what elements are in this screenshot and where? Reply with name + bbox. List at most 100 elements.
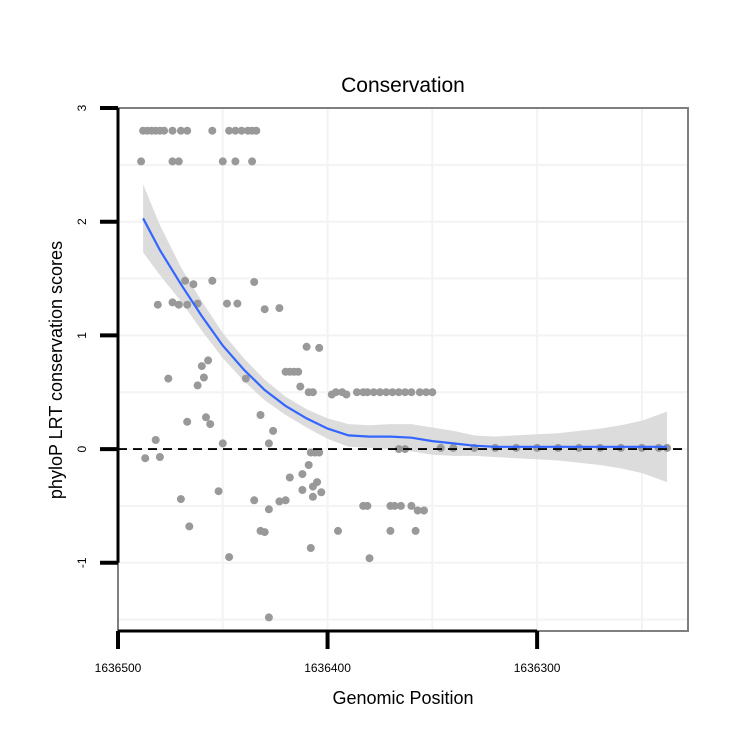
- data-point: [208, 276, 217, 285]
- data-point: [342, 390, 351, 399]
- data-point: [189, 280, 198, 289]
- data-point: [214, 487, 223, 496]
- data-point: [428, 388, 437, 397]
- data-point: [237, 126, 246, 135]
- data-point: [264, 505, 273, 514]
- data-point: [248, 157, 257, 166]
- data-point: [176, 495, 185, 504]
- smooth-line: [142, 217, 667, 448]
- data-point: [168, 126, 177, 135]
- data-point: [241, 374, 250, 383]
- data-point: [281, 496, 290, 505]
- confidence-band: [143, 184, 668, 483]
- data-point: [174, 157, 183, 166]
- x-axis: 1636500 1636400 1636300: [95, 629, 561, 675]
- data-point: [394, 445, 403, 454]
- data-point: [153, 300, 162, 309]
- data-point: [250, 278, 259, 286]
- chart-title: Conservation: [341, 74, 465, 97]
- data-point: [285, 473, 294, 482]
- data-point: [141, 454, 150, 463]
- data-point: [231, 126, 240, 135]
- data-point: [369, 388, 378, 397]
- y-tick-label: 2: [75, 218, 89, 225]
- data-point: [269, 426, 278, 435]
- data-point: [218, 157, 227, 166]
- data-point: [411, 526, 420, 535]
- data-point: [202, 413, 210, 422]
- data-point: [225, 126, 234, 135]
- data-point: [298, 470, 307, 479]
- data-point: [315, 448, 324, 457]
- data-point: [176, 126, 185, 135]
- data-point: [308, 482, 317, 491]
- data-point: [264, 613, 273, 622]
- y-tick-label: 0: [75, 445, 89, 452]
- data-point: [365, 554, 374, 563]
- data-point: [308, 388, 317, 397]
- data-point: [420, 506, 428, 515]
- data-point: [375, 388, 384, 397]
- data-point: [394, 388, 403, 397]
- y-tick-label: 1: [75, 332, 89, 339]
- y-tick-label: -1: [75, 557, 89, 568]
- data-point: [256, 526, 265, 535]
- x-tick-label: 1636300: [514, 661, 561, 675]
- data-point: [204, 356, 213, 365]
- data-point: [199, 373, 208, 382]
- data-point: [168, 157, 177, 166]
- data-point: [256, 411, 265, 419]
- data-point: [252, 126, 261, 135]
- data-point: [302, 342, 311, 351]
- data-point: [306, 544, 315, 552]
- data-point: [185, 522, 194, 531]
- data-point: [137, 157, 146, 166]
- x-tick-label: 1636500: [95, 661, 142, 675]
- data-point: [363, 501, 372, 510]
- data-point: [223, 299, 231, 308]
- data-point: [308, 492, 317, 501]
- data-point: [331, 388, 340, 397]
- confidence-band-area: [143, 184, 668, 483]
- data-point: [193, 381, 202, 390]
- data-point: [275, 304, 284, 313]
- x-axis-label: Genomic Position: [332, 688, 473, 708]
- smooth-line-group: [142, 217, 667, 448]
- y-axis-label: phyloP LRT conservation scores: [46, 241, 66, 499]
- data-point: [415, 388, 424, 397]
- data-point: [160, 126, 169, 135]
- data-point: [233, 299, 242, 308]
- data-point: [275, 497, 284, 506]
- data-point: [264, 439, 273, 448]
- data-point: [352, 388, 361, 397]
- data-point: [174, 300, 183, 309]
- data-point: [218, 439, 227, 448]
- data-point: [225, 553, 234, 562]
- data-point: [296, 382, 305, 391]
- data-point: [422, 388, 431, 397]
- data-point: [304, 461, 313, 469]
- y-tick-label: 3: [75, 104, 89, 111]
- data-point: [390, 501, 399, 510]
- data-point: [298, 486, 307, 494]
- data-point: [260, 305, 269, 314]
- data-point: [183, 126, 192, 135]
- data-point: [363, 388, 372, 397]
- data-point: [382, 388, 391, 397]
- data-point: [181, 276, 190, 285]
- data-point: [197, 362, 206, 371]
- data-point: [436, 443, 445, 452]
- data-point: [407, 501, 416, 510]
- data-point: [334, 526, 342, 535]
- data-point: [206, 420, 215, 429]
- y-axis: -1 0 1 2 3: [75, 104, 120, 568]
- data-points: [137, 126, 671, 622]
- data-point: [151, 436, 160, 444]
- data-point: [413, 506, 422, 515]
- data-point: [183, 300, 192, 309]
- data-point: [317, 488, 326, 497]
- data-point: [407, 388, 416, 397]
- data-point: [294, 367, 303, 376]
- data-point: [164, 374, 173, 383]
